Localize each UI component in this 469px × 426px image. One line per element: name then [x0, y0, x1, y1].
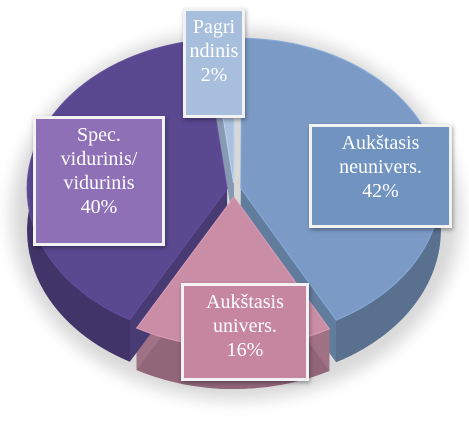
category-label: Aukštasis neunivers.: [339, 132, 422, 178]
value-label: 16%: [226, 339, 264, 361]
value-label: 40%: [80, 196, 118, 218]
category-label: Aukštasis univers.: [206, 291, 284, 337]
value-label: 42%: [362, 180, 399, 202]
data-label: Pagrindinis 2%: [183, 8, 245, 118]
data-label: Aukštasis neunivers. 42%: [309, 124, 452, 228]
category-label: Pagrindinis: [189, 16, 239, 62]
category-label: Spec. vidurinis/ vidurinis: [60, 124, 138, 194]
data-label: Spec. vidurinis/ vidurinis 40%: [33, 116, 165, 246]
value-label: 2%: [200, 64, 228, 86]
data-label: Aukštasis univers. 16%: [181, 283, 309, 381]
